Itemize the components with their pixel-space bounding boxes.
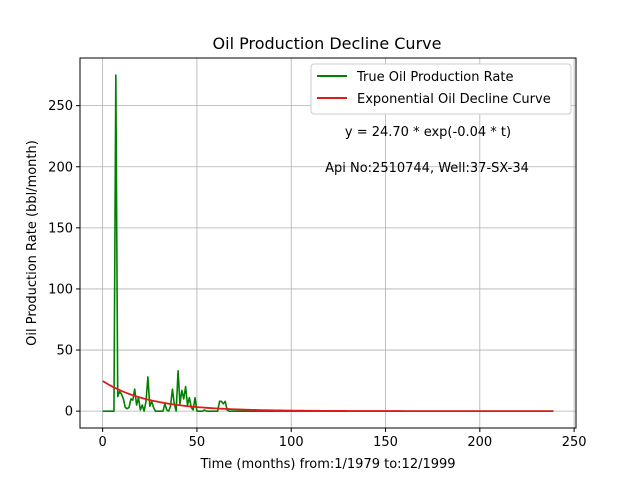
chart-title: Oil Production Decline Curve bbox=[213, 34, 442, 53]
x-tick-label: 250 bbox=[562, 435, 587, 450]
x-axis-label: Time (months) from:1/1979 to:12/1999 bbox=[199, 457, 455, 472]
y-tick-label: 50 bbox=[56, 344, 73, 359]
series-exponential-oil-decline-curve bbox=[102, 380, 554, 413]
y-axis-ticks: 0 50 100 150 200 250 bbox=[48, 99, 80, 420]
plot-frame bbox=[79, 57, 577, 429]
grid bbox=[80, 58, 576, 428]
well-annotation: Api No:2510744, Well:37-SX-34 bbox=[325, 161, 529, 176]
y-tick-label: 250 bbox=[48, 99, 73, 114]
x-tick-label: 0 bbox=[98, 435, 106, 450]
plot-area bbox=[80, 58, 576, 428]
legend-label-true: True Oil Production Rate bbox=[356, 70, 513, 85]
legend-box bbox=[310, 63, 572, 115]
y-tick-label: 0 bbox=[65, 405, 73, 420]
x-tick-label: 200 bbox=[467, 435, 492, 450]
x-tick-label: 50 bbox=[189, 435, 206, 450]
legend: True Oil Production Rate Exponential Oil… bbox=[310, 63, 572, 115]
y-axis-label: Oil Production Rate (bbl/month) bbox=[25, 140, 40, 346]
x-tick-label: 100 bbox=[279, 435, 304, 450]
legend-label-exponential: Exponential Oil Decline Curve bbox=[357, 92, 551, 107]
x-axis-ticks: 0 50 100 150 200 250 bbox=[98, 428, 587, 450]
y-tick-label: 150 bbox=[48, 221, 73, 236]
series-lines bbox=[102, 74, 554, 413]
y-tick-label: 200 bbox=[48, 160, 73, 175]
x-tick-label: 150 bbox=[373, 435, 398, 450]
y-tick-label: 100 bbox=[48, 282, 73, 297]
equation-annotation: y = 24.70 * exp(-0.04 * t) bbox=[345, 125, 511, 140]
